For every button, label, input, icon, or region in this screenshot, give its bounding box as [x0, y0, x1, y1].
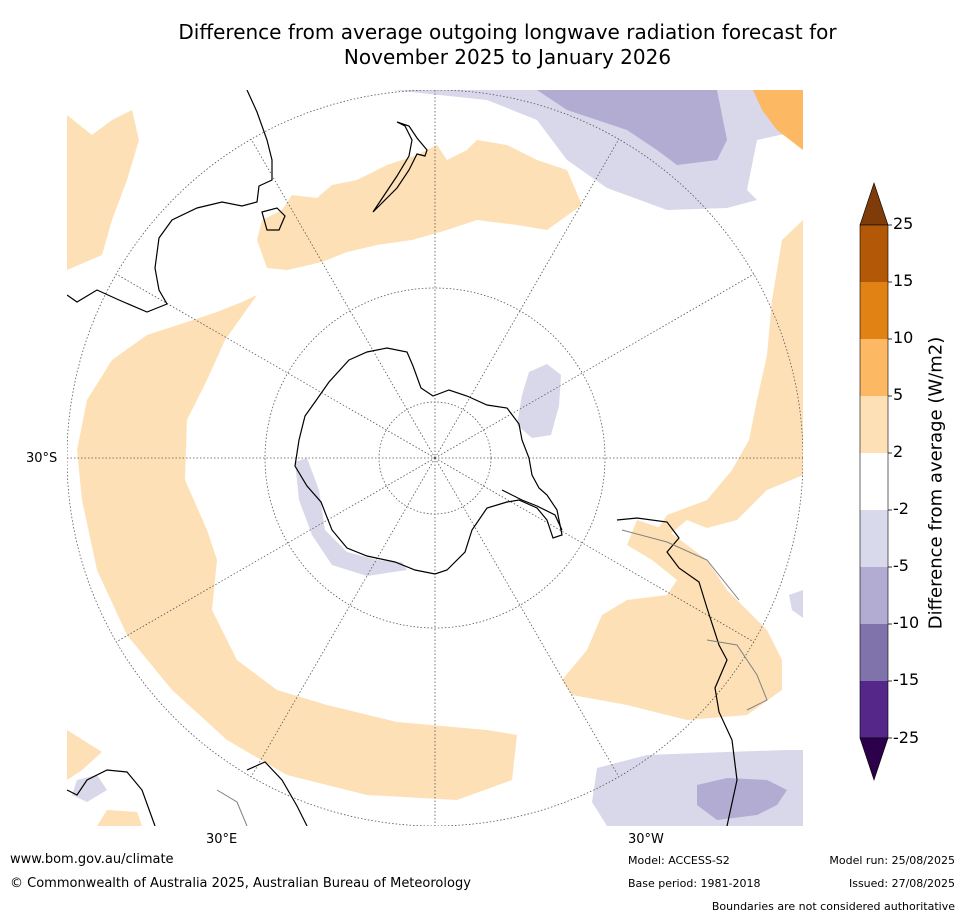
- anomaly-region-neg-east-edge: [789, 590, 803, 618]
- colorbar-segment: [860, 282, 888, 339]
- anomaly-region-neg-east: [517, 364, 561, 438]
- anomaly-region-pos-northwest: [67, 110, 139, 270]
- colorbar-segment: [860, 453, 888, 510]
- negative-anomaly-regions: [72, 90, 803, 826]
- coastlines: [67, 90, 738, 826]
- footer-copyright: © Commonwealth of Australia 2025, Austra…: [10, 876, 471, 891]
- africa-outline: [67, 769, 156, 826]
- lon-label-30e: 30°E: [206, 832, 238, 847]
- colorbar-extend-min: [859, 737, 889, 781]
- antarctica-outline: [294, 347, 563, 575]
- colorbar-segment: [860, 681, 888, 738]
- colorbar-tick: 15: [893, 271, 914, 290]
- colorbar-label: Difference from average (W/m2): [925, 336, 947, 630]
- anomaly-region-neg-westcoast: [295, 458, 407, 576]
- colorbar-tick: 5: [893, 385, 904, 404]
- colorbar-frame: [859, 224, 889, 739]
- anomaly-region-pos-northeast: [753, 90, 803, 150]
- title-line-2: November 2025 to January 2026: [343, 45, 672, 69]
- lat-label-30s: 30°S: [26, 451, 58, 466]
- colorbar-tick: -25: [893, 728, 920, 747]
- australia-outline: [67, 90, 273, 313]
- newzealand-outline: [372, 121, 428, 213]
- colorbar-tick: 25: [893, 214, 914, 233]
- colorbar-tick: 2: [893, 442, 904, 461]
- colorbar-extend-max: [859, 182, 889, 226]
- chart-title: Difference from average outgoing longwav…: [100, 20, 915, 70]
- anomaly-region-neg-north-core: [537, 90, 727, 165]
- positive-anomaly-regions: [67, 90, 803, 826]
- tasmania-outline: [261, 207, 286, 231]
- lon-label-30w: 30°W: [628, 832, 664, 847]
- footer-website: www.bom.gov.au/climate: [10, 852, 174, 867]
- graticule: [67, 90, 803, 826]
- footer-base-period: Base period: 1981-2018: [628, 877, 761, 890]
- colorbar-segment: [860, 510, 888, 567]
- anomaly-region-pos-southamerica: [652, 220, 803, 538]
- colorbar-tick: -10: [893, 613, 920, 632]
- antarctic-peninsula-outline: [501, 489, 563, 531]
- footer-issued: Issued: 27/08/2025: [848, 877, 955, 890]
- colorbar-tick: -15: [893, 670, 920, 689]
- colorbar-segment: [860, 225, 888, 282]
- footer-model: Model: ACCESS-S2: [628, 854, 730, 867]
- footer-model-run: Model run: 25/08/2025: [829, 854, 955, 867]
- colorbar-tick: 10: [893, 328, 914, 347]
- anomaly-region-neg-southeast-core: [697, 778, 787, 820]
- title-line-1: Difference from average outgoing longwav…: [178, 20, 837, 44]
- colorbar-tick: -5: [893, 556, 909, 575]
- anomaly-region-pos-western-arc: [77, 295, 517, 800]
- colorbar-segment: [860, 567, 888, 624]
- polar-map: [67, 90, 803, 826]
- colorbar-segment: [860, 624, 888, 681]
- anomaly-region-pos-southamerica-south: [562, 520, 782, 720]
- madagascar-outline: [246, 761, 308, 826]
- country-borders: [216, 529, 768, 826]
- anomaly-region-pos-newzealand: [257, 140, 582, 270]
- footer-disclaimer: Boundaries are not considered authoritat…: [711, 900, 955, 913]
- anomaly-region-pos-southwest-edge: [97, 810, 142, 826]
- colorbar-segment: [860, 339, 888, 396]
- south-america-outline: [616, 517, 738, 826]
- anomaly-region-pos-southwest: [67, 730, 102, 780]
- colorbar-segment: [860, 396, 888, 453]
- colorbar-tick: -2: [893, 499, 909, 518]
- anomaly-region-neg-southwest: [72, 775, 107, 802]
